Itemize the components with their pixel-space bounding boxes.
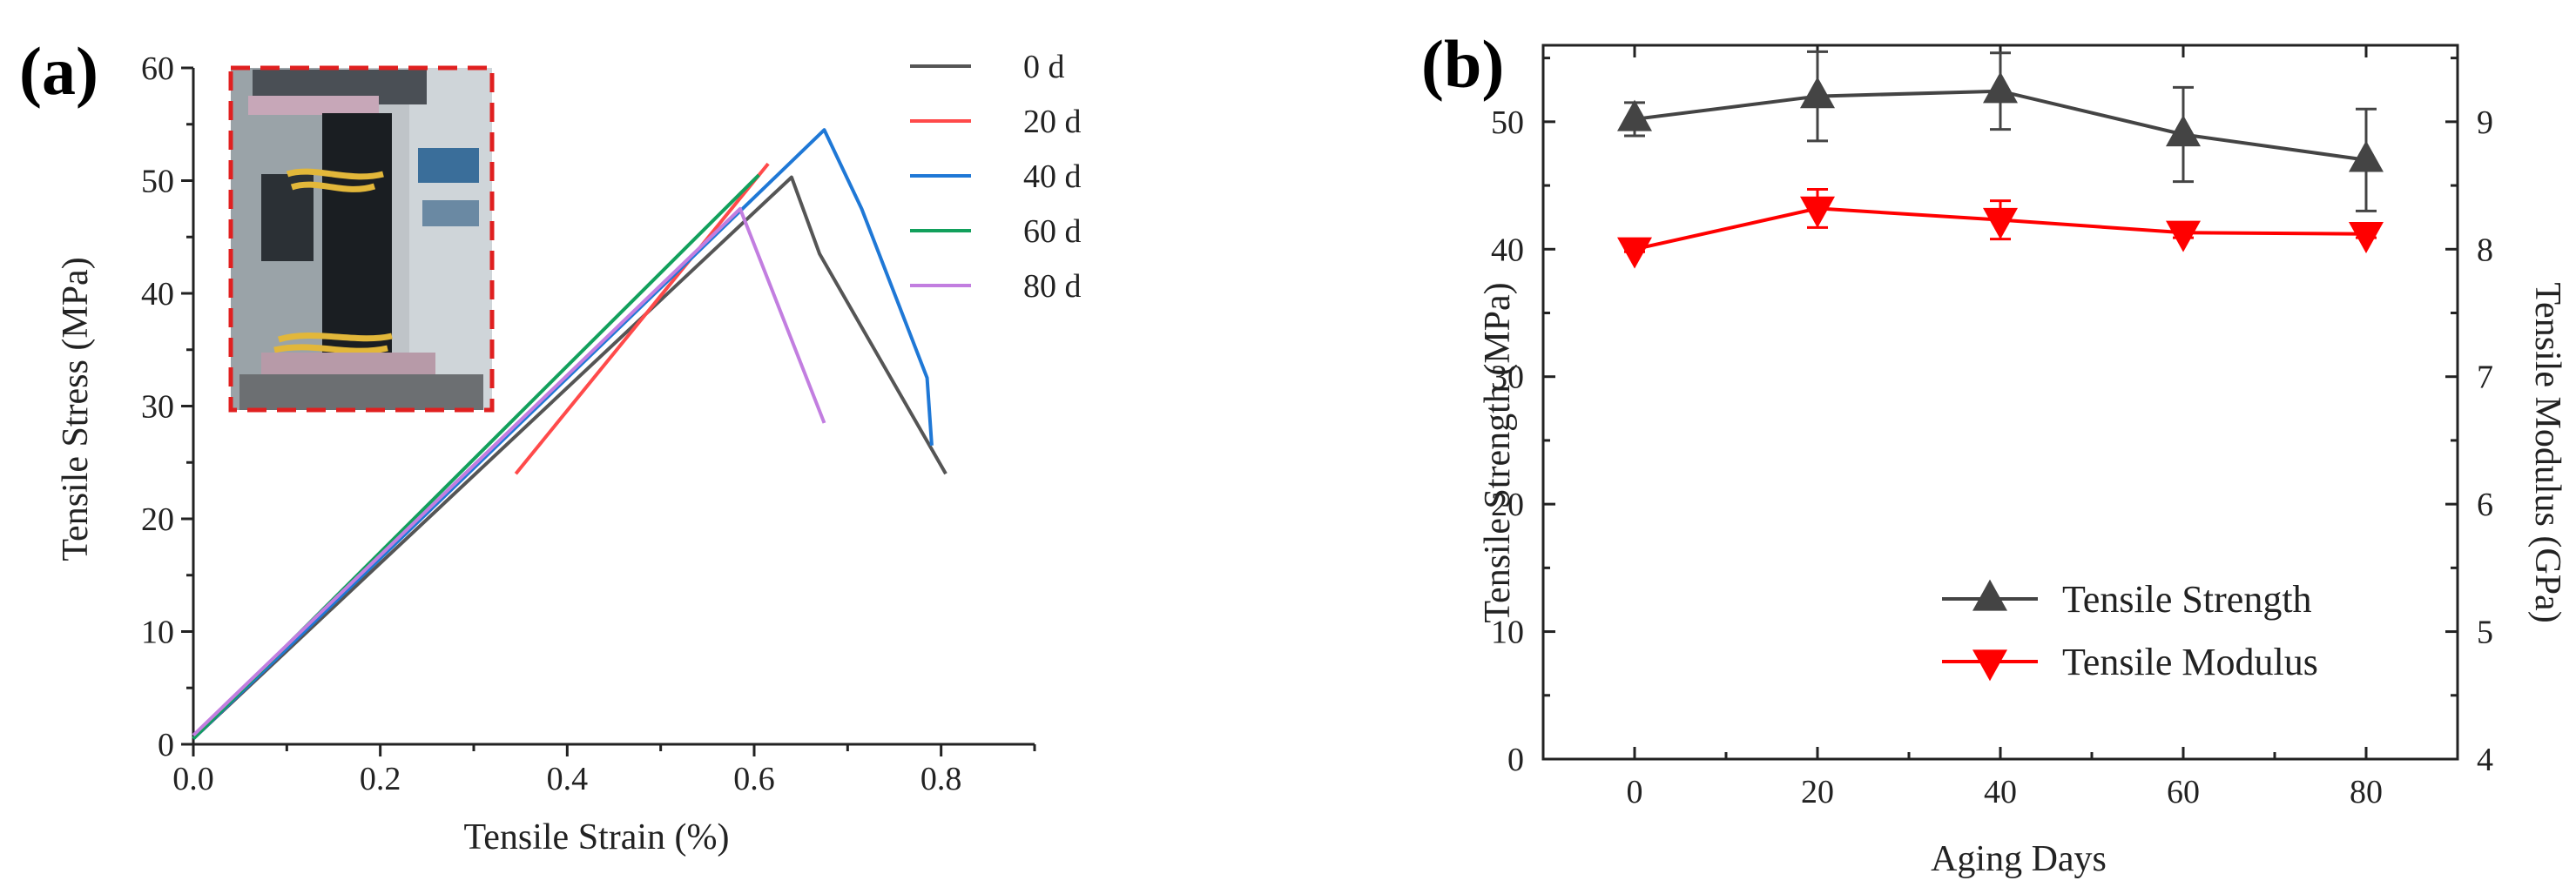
data-marker-tensile-strength (2349, 140, 2384, 172)
y-tick-label-b-left: 20 (1491, 487, 1524, 523)
x-tick-label-a: 0.8 (920, 761, 962, 797)
x-tick-label-b: 80 (2350, 774, 2383, 810)
x-tick-label-b: 0 (1627, 774, 1643, 810)
data-marker-tensile-strength (1983, 71, 2018, 104)
x-tick-label-a: 0.4 (547, 761, 589, 797)
y-tick-label-b-right: 7 (2477, 360, 2493, 396)
y-tick-label-a: 10 (141, 615, 174, 651)
inset-photo (228, 65, 495, 413)
legend-label-a: 0 d (1023, 49, 1065, 85)
legend-label-a: 40 d (1023, 158, 1082, 195)
y-tick-label-b-right: 5 (2477, 615, 2493, 651)
series-line-80d (192, 206, 826, 737)
data-marker-tensile-strength (2166, 115, 2201, 147)
legend-marker-tensile-modulus (1972, 649, 2007, 682)
y-axis-title-b-right: Tensile Modulus (GPa) (2527, 282, 2567, 622)
data-marker-tensile-modulus (1983, 207, 2018, 239)
y-tick-label-b-right: 9 (2477, 104, 2493, 141)
y-tick-label-a: 0 (158, 727, 174, 763)
y-tick-label-a: 20 (141, 501, 174, 538)
y-tick-label-a: 60 (141, 50, 174, 87)
y-tick-label-b-left: 30 (1491, 360, 1524, 396)
legend-label-a: 80 d (1023, 268, 1082, 305)
series-line-40d (192, 128, 934, 740)
y-tick-label-a: 50 (141, 164, 174, 200)
y-tick-label-b-left: 50 (1491, 104, 1524, 141)
x-tick-label-a: 0.6 (733, 761, 775, 797)
x-axis-title-b: Aging Days (1931, 839, 2107, 879)
x-tick-label-a: 0.2 (360, 761, 401, 797)
data-marker-tensile-modulus (1800, 196, 1835, 228)
legend-label-tensile-modulus: Tensile Modulus (2062, 641, 2318, 683)
x-tick-label-b: 40 (1984, 774, 2017, 810)
legend-label-tensile-strength: Tensile Strength (2062, 578, 2312, 621)
data-marker-tensile-modulus (2349, 222, 2384, 254)
y-axis-title-b-left: Tensile Strength (MPa) (1478, 282, 1518, 622)
x-tick-label-a: 0.0 (172, 761, 214, 797)
legend-marker-tensile-strength (1972, 579, 2007, 611)
y-tick-label-b-right: 6 (2477, 487, 2493, 523)
x-tick-label-b: 60 (2167, 774, 2200, 810)
data-marker-tensile-strength (1617, 99, 1652, 131)
chart-panel-a: (a) 0.0 0.2 0.4 0.6 0.8 0 10 20 30 40 50 60 0 d 20 d… (19, 33, 1082, 857)
legend-label-a: 60 d (1023, 213, 1082, 250)
legend-label-a: 20 d (1023, 104, 1082, 140)
data-marker-tensile-modulus (2166, 220, 2201, 252)
y-tick-label-a: 30 (141, 389, 174, 426)
panel-label-a: (a) (19, 33, 98, 109)
x-tick-label-b: 20 (1801, 774, 1834, 810)
panel-label-b: (b) (1421, 26, 1504, 102)
data-marker-tensile-strength (1800, 77, 1835, 109)
y-tick-label-b-left: 10 (1491, 615, 1524, 651)
series-line-0d (192, 175, 947, 740)
y-axis-title-a: Tensile Stress (MPa) (56, 257, 96, 561)
chart-panel-b: (b) 0 20 40 60 80 0 10 20 30 40 50 4 5 6 7 8 9 Tensile S… (1421, 26, 2567, 879)
series-line-20d (514, 162, 770, 475)
data-marker-tensile-modulus (1617, 237, 1652, 269)
y-tick-label-b-left: 0 (1507, 742, 1524, 778)
y-tick-label-b-right: 8 (2477, 232, 2493, 268)
y-tick-label-b-left: 40 (1491, 232, 1524, 268)
y-tick-label-a: 40 (141, 276, 174, 313)
y-tick-label-b-right: 4 (2477, 742, 2493, 778)
x-axis-title-a: Tensile Strain (%) (464, 817, 730, 857)
